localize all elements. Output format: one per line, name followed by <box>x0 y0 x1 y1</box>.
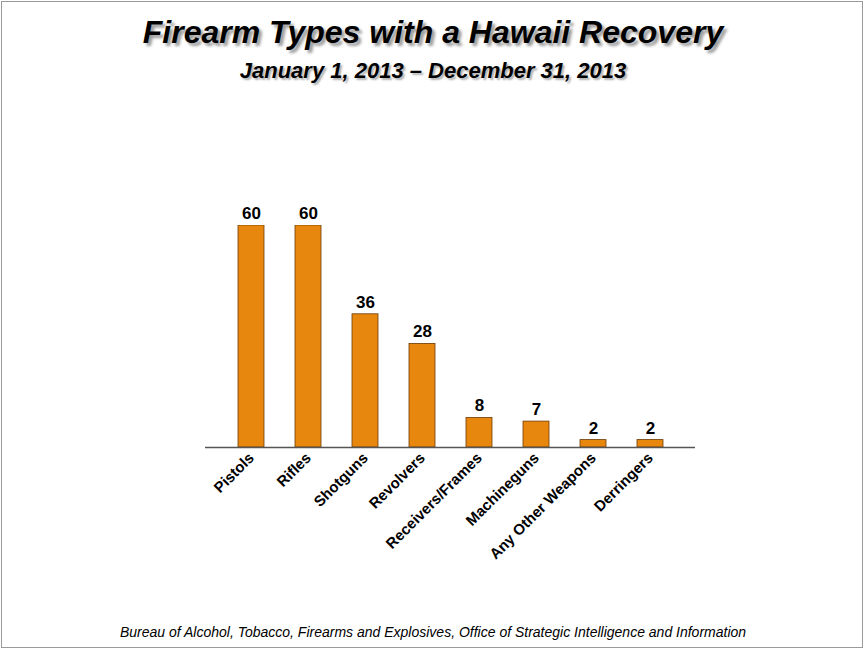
svg-text:Revolvers: Revolvers <box>365 449 428 512</box>
svg-text:28: 28 <box>413 322 432 341</box>
svg-text:Receivers/Frames: Receivers/Frames <box>382 449 485 552</box>
svg-text:Shotguns: Shotguns <box>310 449 371 510</box>
svg-text:7: 7 <box>532 400 541 419</box>
svg-text:2: 2 <box>646 419 655 438</box>
svg-text:2: 2 <box>589 419 598 438</box>
svg-text:60: 60 <box>299 204 318 223</box>
html-text:Bureau of Alcohol, Tobacco, Fi: Bureau of Alcohol, Tobacco, Firearms and… <box>119 624 747 640</box>
html-text:January 1, 2013 – December 31,: January 1, 2013 – December 31, 2013 <box>239 58 627 83</box>
svg-text:8: 8 <box>475 396 484 415</box>
svg-text:Pistols: Pistols <box>210 449 257 496</box>
svg-text:Machineguns: Machineguns <box>462 449 542 529</box>
svg-text:Derringers: Derringers <box>590 449 656 515</box>
html-text:Firearm Types with a Hawaii Re: Firearm Types with a Hawaii Recovery <box>142 14 724 50</box>
svg-text:Any Other Weapons: Any Other Weapons <box>486 449 599 562</box>
svg-text:Rifles: Rifles <box>273 449 314 490</box>
svg-text:36: 36 <box>356 293 375 312</box>
svg-text:60: 60 <box>242 204 261 223</box>
